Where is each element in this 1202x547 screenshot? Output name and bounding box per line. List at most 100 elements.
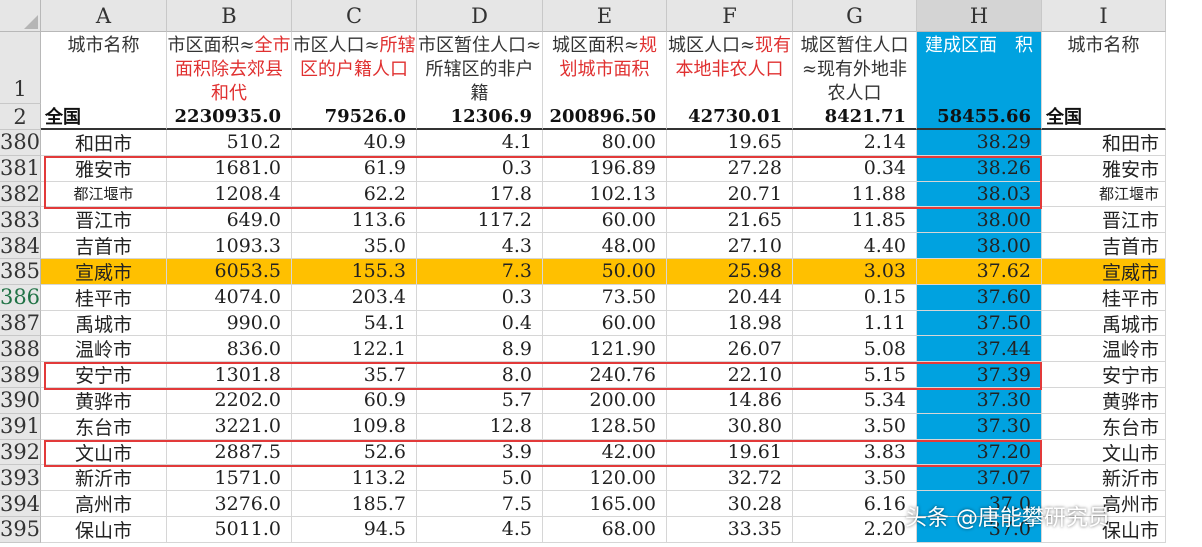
data-cell[interactable]: 1208.4 — [167, 181, 292, 208]
total-cell-a[interactable]: 全国 — [41, 104, 167, 130]
city-name-cell[interactable]: 东台市 — [41, 413, 167, 440]
data-cell[interactable]: 4.3 — [417, 233, 543, 259]
data-cell[interactable]: 26.07 — [667, 336, 793, 363]
city-name-cell[interactable]: 温岭市 — [1042, 336, 1166, 363]
row-header-386[interactable]: 386 — [0, 284, 41, 311]
data-cell[interactable]: 113.2 — [292, 465, 417, 492]
data-cell[interactable]: 3276.0 — [167, 491, 292, 517]
data-cell[interactable]: 35.0 — [292, 233, 417, 259]
column-header-g[interactable]: G — [793, 0, 917, 32]
data-cell[interactable]: 37.20 — [917, 439, 1042, 466]
data-cell[interactable]: 102.13 — [543, 181, 667, 208]
city-name-cell[interactable]: 雅安市 — [1042, 155, 1166, 182]
row-header-390[interactable]: 390 — [0, 388, 41, 414]
column-header-b[interactable]: B — [167, 0, 292, 32]
data-cell[interactable]: 3.83 — [793, 439, 917, 466]
data-cell[interactable]: 4074.0 — [167, 284, 292, 311]
city-name-cell[interactable]: 雅安市 — [41, 155, 167, 182]
data-cell[interactable]: 27.28 — [667, 155, 793, 182]
data-cell[interactable]: 185.7 — [292, 491, 417, 517]
data-cell[interactable]: 11.88 — [793, 181, 917, 208]
data-cell[interactable]: 5.7 — [417, 388, 543, 414]
header-cell-h[interactable]: 建成区面 积 — [917, 32, 1042, 104]
data-cell[interactable]: 38.03 — [917, 181, 1042, 208]
city-name-cell[interactable]: 和田市 — [41, 130, 167, 156]
city-name-cell[interactable]: 温岭市 — [41, 336, 167, 363]
header-cell-g[interactable]: 城区暂住人口≈现有外地非农人口 — [793, 32, 917, 104]
row-header-391[interactable]: 391 — [0, 413, 41, 440]
data-cell[interactable]: 121.90 — [543, 336, 667, 363]
data-cell[interactable]: 0.4 — [417, 310, 543, 337]
data-cell[interactable]: 1.11 — [793, 310, 917, 337]
data-cell[interactable]: 0.3 — [417, 284, 543, 311]
column-header-e[interactable]: E — [543, 0, 667, 32]
data-cell[interactable]: 94.5 — [292, 517, 417, 543]
data-cell[interactable]: 68.00 — [543, 517, 667, 543]
data-cell[interactable]: 37.30 — [917, 413, 1042, 440]
data-cell[interactable]: 21.65 — [667, 207, 793, 234]
data-cell[interactable]: 80.00 — [543, 130, 667, 156]
city-name-cell[interactable]: 文山市 — [41, 439, 167, 466]
data-cell[interactable]: 510.2 — [167, 130, 292, 156]
select-all-corner[interactable] — [0, 0, 41, 32]
data-cell[interactable]: 122.1 — [292, 336, 417, 363]
data-cell[interactable]: 25.98 — [667, 259, 793, 285]
data-cell[interactable]: 4.40 — [793, 233, 917, 259]
header-cell-i[interactable]: 城市名称 — [1042, 32, 1166, 104]
column-header-i[interactable]: I — [1042, 0, 1166, 32]
data-cell[interactable]: 155.3 — [292, 259, 417, 285]
data-cell[interactable]: 113.6 — [292, 207, 417, 234]
city-name-cell[interactable]: 宣威市 — [1042, 259, 1166, 285]
data-cell[interactable]: 11.85 — [793, 207, 917, 234]
city-name-cell[interactable]: 晋江市 — [41, 207, 167, 234]
data-cell[interactable]: 60.00 — [543, 207, 667, 234]
row-header-394[interactable]: 394 — [0, 491, 41, 517]
data-cell[interactable]: 203.4 — [292, 284, 417, 311]
header-cell-f[interactable]: 城区人口≈现有本地非农人口 — [667, 32, 793, 104]
data-cell[interactable]: 5011.0 — [167, 517, 292, 543]
data-cell[interactable]: 38.00 — [917, 233, 1042, 259]
data-cell[interactable]: 61.9 — [292, 155, 417, 182]
city-name-cell[interactable]: 文山市 — [1042, 439, 1166, 466]
data-cell[interactable]: 990.0 — [167, 310, 292, 337]
data-cell[interactable]: 3221.0 — [167, 413, 292, 440]
data-cell[interactable]: 5.34 — [793, 388, 917, 414]
data-cell[interactable]: 2887.5 — [167, 439, 292, 466]
data-cell[interactable]: 1301.8 — [167, 362, 292, 388]
header-cell-e[interactable]: 城区面积≈规划城市面积 — [543, 32, 667, 104]
data-cell[interactable]: 27.10 — [667, 233, 793, 259]
city-name-cell[interactable]: 吉首市 — [41, 233, 167, 259]
data-cell[interactable]: 128.50 — [543, 413, 667, 440]
data-cell[interactable]: 1571.0 — [167, 465, 292, 492]
row-header-380[interactable]: 380 — [0, 130, 41, 156]
row-header-393[interactable]: 393 — [0, 465, 41, 492]
data-cell[interactable]: 6.16 — [793, 491, 917, 517]
row-header-384[interactable]: 384 — [0, 233, 41, 259]
city-name-cell[interactable]: 高州市 — [41, 491, 167, 517]
data-cell[interactable]: 2.20 — [793, 517, 917, 543]
row-header-387[interactable]: 387 — [0, 310, 41, 337]
data-cell[interactable]: 12.8 — [417, 413, 543, 440]
city-name-cell[interactable]: 桂平市 — [41, 284, 167, 311]
data-cell[interactable]: 30.28 — [667, 491, 793, 517]
city-name-cell[interactable]: 黄骅市 — [41, 388, 167, 414]
data-cell[interactable]: 52.6 — [292, 439, 417, 466]
data-cell[interactable]: 6053.5 — [167, 259, 292, 285]
data-cell[interactable]: 5.0 — [417, 465, 543, 492]
column-header-f[interactable]: F — [667, 0, 793, 32]
data-cell[interactable]: 60.00 — [543, 310, 667, 337]
data-cell[interactable]: 37.39 — [917, 362, 1042, 388]
data-cell[interactable]: 37.30 — [917, 388, 1042, 414]
data-cell[interactable]: 7.3 — [417, 259, 543, 285]
row-header-385[interactable]: 385 — [0, 259, 41, 285]
total-cell-g[interactable]: 8421.71 — [793, 104, 917, 130]
data-cell[interactable]: 30.80 — [667, 413, 793, 440]
data-cell[interactable]: 2.14 — [793, 130, 917, 156]
city-name-cell[interactable]: 保山市 — [1042, 517, 1166, 543]
data-cell[interactable]: 5.15 — [793, 362, 917, 388]
data-cell[interactable]: 120.00 — [543, 465, 667, 492]
city-name-cell[interactable]: 桂平市 — [1042, 284, 1166, 311]
total-cell-h[interactable]: 58455.66 — [917, 104, 1042, 130]
data-cell[interactable]: 37.0 — [917, 491, 1042, 517]
data-cell[interactable]: 4.5 — [417, 517, 543, 543]
